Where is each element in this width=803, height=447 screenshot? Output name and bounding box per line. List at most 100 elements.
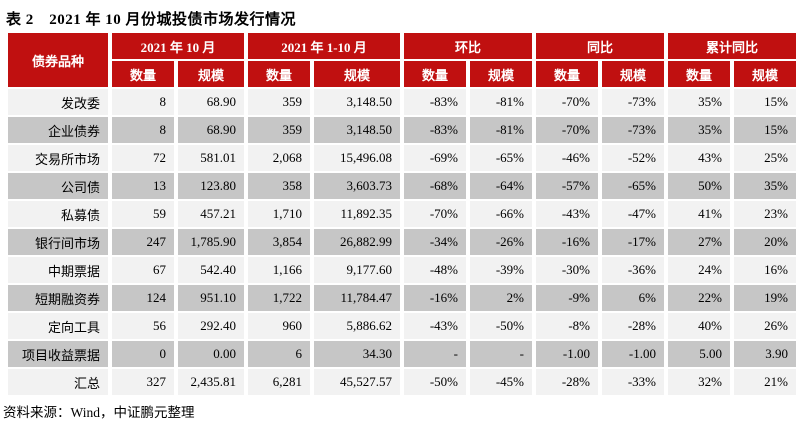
value-cell: 2%	[470, 285, 532, 311]
table-row: 企业债券 8 68.90 359 3,148.50 -83% -81% -70% -73% 35%…	[8, 117, 796, 143]
header-group-0: 2021 年 10 月	[112, 33, 244, 59]
value-cell: -47%	[602, 201, 664, 227]
header-sub-4-count: 数量	[668, 61, 730, 87]
header-group-1: 2021 年 1-10 月	[248, 33, 400, 59]
value-cell: 19%	[734, 285, 796, 311]
value-cell: 1,785.90	[178, 229, 244, 255]
header-sub-2-scale: 规模	[470, 61, 532, 87]
value-cell: 22%	[668, 285, 730, 311]
value-cell: 26,882.99	[314, 229, 400, 255]
value-cell: 68.90	[178, 117, 244, 143]
value-cell: -48%	[404, 257, 466, 283]
bond-issuance-table: 债券品种 2021 年 10 月 2021 年 1-10 月环比 同比 累计同比 数量…	[4, 31, 800, 397]
value-cell: 358	[248, 173, 310, 199]
value-cell: 72	[112, 145, 174, 171]
value-cell: -83%	[404, 89, 466, 115]
table-row: 定向工具 56 292.40 960 5,886.62 -43% -50% -8% -28% 40…	[8, 313, 796, 339]
row-label: 交易所市场	[8, 145, 108, 171]
value-cell: -66%	[470, 201, 532, 227]
value-cell: 56	[112, 313, 174, 339]
value-cell: -28%	[602, 313, 664, 339]
value-cell: 26%	[734, 313, 796, 339]
table-row: 银行间市场 247 1,785.90 3,854 26,882.99 -34% -26% -1…	[8, 229, 796, 255]
value-cell: -50%	[404, 369, 466, 395]
row-label: 公司债	[8, 173, 108, 199]
value-cell: -73%	[602, 117, 664, 143]
value-cell: 359	[248, 117, 310, 143]
table-row: 中期票据 67 542.40 1,166 9,177.60 -48% -39% -30% -36…	[8, 257, 796, 283]
table-row: 短期融资券 124 951.10 1,722 11,784.47 -16% 2% -9% 6% 2…	[8, 285, 796, 311]
value-cell: 15%	[734, 89, 796, 115]
value-cell: -83%	[404, 117, 466, 143]
value-cell: 3,148.50	[314, 89, 400, 115]
value-cell: -1.00	[602, 341, 664, 367]
header-sub-0-count: 数量	[112, 61, 174, 87]
value-cell: 0.00	[178, 341, 244, 367]
value-cell: -39%	[470, 257, 532, 283]
header-sub-0-scale: 规模	[178, 61, 244, 87]
value-cell: 45,527.57	[314, 369, 400, 395]
value-cell: -17%	[602, 229, 664, 255]
row-label: 私募债	[8, 201, 108, 227]
value-cell: -70%	[404, 201, 466, 227]
value-cell: 1,722	[248, 285, 310, 311]
value-cell: 35%	[668, 89, 730, 115]
value-cell: 3,148.50	[314, 117, 400, 143]
value-cell: 8	[112, 117, 174, 143]
value-cell: -73%	[602, 89, 664, 115]
value-cell: -46%	[536, 145, 598, 171]
value-cell: -	[470, 341, 532, 367]
table-body: 发改委 8 68.90 359 3,148.50 -83% -81% -70% -73% 35% 1…	[8, 89, 796, 395]
row-label: 定向工具	[8, 313, 108, 339]
value-cell: 40%	[668, 313, 730, 339]
header-sub-3-scale: 规模	[602, 61, 664, 87]
value-cell: -	[404, 341, 466, 367]
value-cell: 59	[112, 201, 174, 227]
value-cell: 1,166	[248, 257, 310, 283]
value-cell: 247	[112, 229, 174, 255]
header-sub-1-scale: 规模	[314, 61, 400, 87]
value-cell: -57%	[536, 173, 598, 199]
header-group-row: 债券品种 2021 年 10 月 2021 年 1-10 月环比 同比 累计同比	[8, 33, 796, 87]
row-label: 银行间市场	[8, 229, 108, 255]
value-cell: 542.40	[178, 257, 244, 283]
value-cell: 2,068	[248, 145, 310, 171]
value-cell: 35%	[734, 173, 796, 199]
value-cell: 15%	[734, 117, 796, 143]
value-cell: 23%	[734, 201, 796, 227]
value-cell: 24%	[668, 257, 730, 283]
value-cell: 8	[112, 89, 174, 115]
value-cell: 27%	[668, 229, 730, 255]
table-row: 发改委 8 68.90 359 3,148.50 -83% -81% -70% -73% 35% 1…	[8, 89, 796, 115]
value-cell: 3,603.73	[314, 173, 400, 199]
value-cell: -70%	[536, 89, 598, 115]
value-cell: 11,892.35	[314, 201, 400, 227]
value-cell: 50%	[668, 173, 730, 199]
value-cell: 3,854	[248, 229, 310, 255]
table-row: 汇总 327 2,435.81 6,281 45,527.57 -50% -45% -28% -…	[8, 369, 796, 395]
value-cell: 5.00	[668, 341, 730, 367]
row-label: 项目收益票据	[8, 341, 108, 367]
row-label: 发改委	[8, 89, 108, 115]
value-cell: 20%	[734, 229, 796, 255]
header-group-4: 累计同比	[668, 33, 796, 59]
row-label: 企业债券	[8, 117, 108, 143]
value-cell: -45%	[470, 369, 532, 395]
header-sub-3-count: 数量	[536, 61, 598, 87]
value-cell: -70%	[536, 117, 598, 143]
row-label: 中期票据	[8, 257, 108, 283]
header-sub-4-scale: 规模	[734, 61, 796, 87]
value-cell: 68.90	[178, 89, 244, 115]
value-cell: -9%	[536, 285, 598, 311]
value-cell: 13	[112, 173, 174, 199]
value-cell: -30%	[536, 257, 598, 283]
source-note: 资料来源：Wind，中证鹏元整理	[3, 405, 195, 420]
value-cell: -81%	[470, 89, 532, 115]
value-cell: 457.21	[178, 201, 244, 227]
value-cell: 123.80	[178, 173, 244, 199]
value-cell: -68%	[404, 173, 466, 199]
value-cell: -16%	[536, 229, 598, 255]
value-cell: 5,886.62	[314, 313, 400, 339]
corner-header-bond-type: 债券品种	[8, 33, 108, 87]
